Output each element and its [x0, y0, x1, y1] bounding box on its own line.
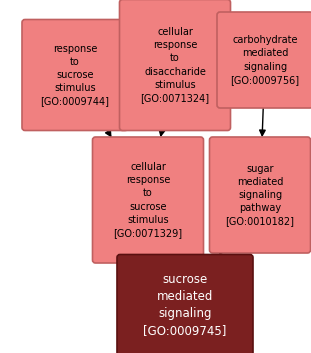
Text: response
to
sucrose
stimulus
[GO:0009744]: response to sucrose stimulus [GO:0009744…	[40, 44, 109, 106]
FancyBboxPatch shape	[92, 137, 203, 263]
Text: sugar
mediated
signaling
pathway
[GO:0010182]: sugar mediated signaling pathway [GO:001…	[225, 163, 295, 226]
FancyBboxPatch shape	[22, 19, 128, 131]
Text: cellular
response
to
disaccharide
stimulus
[GO:0071324]: cellular response to disaccharide stimul…	[141, 27, 210, 103]
Text: carbohydrate
mediated
signaling
[GO:0009756]: carbohydrate mediated signaling [GO:0009…	[230, 35, 299, 85]
FancyBboxPatch shape	[119, 0, 230, 131]
Text: sucrose
mediated
signaling
[GO:0009745]: sucrose mediated signaling [GO:0009745]	[143, 273, 227, 337]
FancyBboxPatch shape	[217, 12, 311, 108]
Text: cellular
response
to
sucrose
stimulus
[GO:0071329]: cellular response to sucrose stimulus [G…	[114, 162, 183, 238]
FancyBboxPatch shape	[117, 255, 253, 353]
FancyBboxPatch shape	[210, 137, 310, 253]
